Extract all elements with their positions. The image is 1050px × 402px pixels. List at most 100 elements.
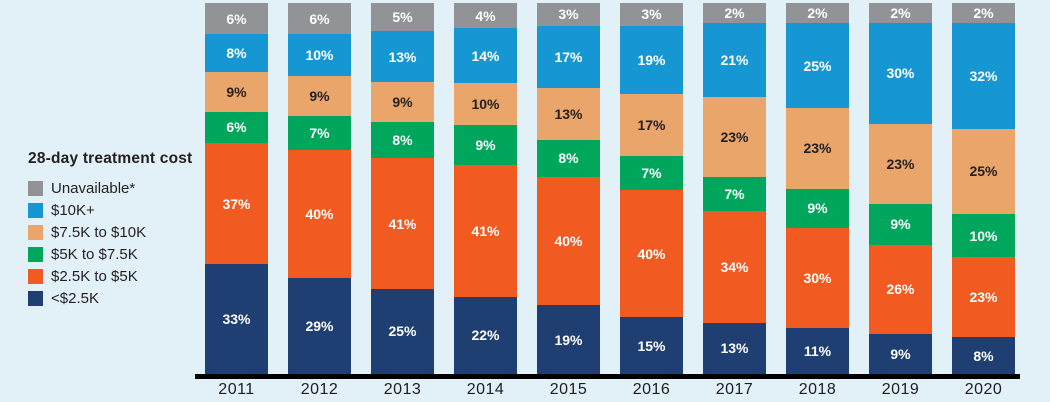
segment-value-label: 10% — [471, 96, 500, 113]
legend-item-under-2-5k: <$2.5K — [28, 287, 192, 309]
segment-5k-to-7-5k-2014: 9% — [454, 125, 517, 166]
bar-2016: 3% 19% 17% 7% 40% 15% — [620, 3, 683, 374]
segment-10k-plus-2014: 14% — [454, 28, 517, 83]
legend-label: $5K to $7.5K — [51, 245, 138, 263]
segment-value-label: 23% — [803, 140, 832, 157]
segment-5k-to-7-5k-2019: 9% — [869, 204, 932, 245]
segment-value-label: 9% — [807, 200, 828, 217]
segment-10k-plus-2016: 19% — [620, 25, 683, 94]
segment-10k-plus-2011: 8% — [205, 34, 268, 72]
segment-10k-plus-2012: 10% — [288, 34, 351, 77]
segment-value-label: 5% — [392, 9, 413, 26]
segment-value-label: 19% — [637, 51, 666, 68]
segment-10k-plus-2015: 17% — [537, 25, 600, 89]
segment-value-label: 9% — [890, 216, 911, 233]
segment-unavailable-2017: 2% — [703, 3, 766, 23]
segment-7-5k-to-10k-2018: 23% — [786, 108, 849, 189]
x-tick-label-2011: 2011 — [218, 381, 255, 398]
segment-value-label: 37% — [222, 195, 251, 212]
segment-value-label: 11% — [803, 343, 832, 360]
segment-value-label: 30% — [886, 65, 915, 82]
segment-2-5k-to-5k-2018: 30% — [786, 228, 849, 329]
segment-value-label: 7% — [641, 164, 662, 181]
segment-5k-to-7-5k-2016: 7% — [620, 155, 683, 190]
x-tick-label-2019: 2019 — [881, 381, 920, 398]
segment-7-5k-to-10k-2016: 17% — [620, 93, 683, 156]
segment-2-5k-to-5k-2012: 40% — [288, 149, 351, 278]
segment-under-2-5k-2017: 13% — [703, 322, 766, 374]
segment-10k-plus-2013: 13% — [371, 31, 434, 83]
legend-swatch-10k-plus — [28, 202, 43, 218]
segment-value-label: 9% — [309, 88, 330, 105]
segment-value-label: 2% — [890, 4, 911, 21]
bar-2014: 4% 14% 10% 9% 41% 22% — [454, 3, 517, 375]
segment-5k-to-7-5k-2012: 7% — [288, 116, 351, 150]
segment-2-5k-to-5k-2020: 23% — [952, 257, 1015, 338]
bar-2020: 2% 32% 25% 10% 23% 8% — [952, 3, 1015, 374]
bar-2015: 3% 17% 13% 8% 40% 19% — [537, 3, 600, 374]
segment-value-label: 15% — [637, 337, 666, 354]
legend-item-7-5k-to-10k: $7.5K to $10K — [28, 221, 192, 243]
bar-2012: 6% 10% 9% 7% 40% 29% — [288, 3, 351, 374]
segment-value-label: 6% — [309, 10, 330, 27]
x-tick-label-2015: 2015 — [549, 381, 588, 398]
bar-2017: 2% 21% 23% 7% 34% 13% — [703, 3, 766, 374]
legend-label: <$2.5K — [51, 289, 99, 307]
bar-2018: 2% 25% 23% 9% 30% 11% — [786, 3, 849, 374]
segment-value-label: 22% — [471, 327, 500, 344]
segment-unavailable-2020: 2% — [952, 3, 1015, 23]
segment-2-5k-to-5k-2013: 41% — [371, 158, 434, 289]
segment-under-2-5k-2019: 9% — [869, 333, 932, 374]
segment-value-label: 7% — [724, 186, 745, 203]
segment-value-label: 2% — [724, 4, 745, 21]
segment-7-5k-to-10k-2012: 9% — [288, 76, 351, 117]
segment-under-2-5k-2018: 11% — [786, 328, 849, 374]
segment-value-label: 6% — [226, 10, 247, 27]
x-tick-label-2020: 2020 — [964, 381, 1003, 398]
segment-value-label: 10% — [305, 47, 334, 64]
segment-value-label: 23% — [720, 129, 749, 145]
segment-value-label: 40% — [637, 245, 666, 262]
segment-value-label: 30% — [803, 270, 832, 287]
segment-7-5k-to-10k-2011: 9% — [205, 71, 268, 112]
segment-value-label: 8% — [226, 44, 247, 61]
segment-value-label: 3% — [641, 6, 662, 23]
segment-value-label: 34% — [720, 258, 749, 275]
segment-2-5k-to-5k-2017: 34% — [703, 211, 766, 323]
legend-label: $2.5K to $5K — [51, 267, 138, 285]
segment-under-2-5k-2015: 19% — [537, 305, 600, 374]
segment-2-5k-to-5k-2014: 41% — [454, 165, 517, 297]
segment-value-label: 8% — [973, 347, 994, 364]
segment-2-5k-to-5k-2011: 37% — [205, 143, 268, 265]
segment-value-label: 6% — [226, 119, 247, 136]
segment-2-5k-to-5k-2016: 40% — [620, 189, 683, 318]
legend-swatch-7-5k-to-10k — [28, 224, 43, 240]
segment-value-label: 40% — [305, 205, 334, 222]
segment-unavailable-2012: 6% — [288, 3, 351, 35]
segment-5k-to-7-5k-2020: 10% — [952, 214, 1015, 258]
segment-5k-to-7-5k-2011: 6% — [205, 111, 268, 144]
segment-unavailable-2011: 6% — [205, 3, 268, 35]
segment-under-2-5k-2014: 22% — [454, 296, 517, 375]
bar-2019: 2% 30% 23% 9% 26% 9% — [869, 3, 932, 374]
segment-value-label: 32% — [969, 67, 998, 84]
segment-value-label: 13% — [720, 340, 749, 357]
segment-value-label: 17% — [637, 116, 666, 133]
segment-unavailable-2015: 3% — [537, 3, 600, 26]
segment-value-label: 13% — [554, 106, 583, 123]
bar-2011: 6% 8% 9% 6% 37% 33% — [205, 3, 268, 374]
segment-10k-plus-2017: 21% — [703, 22, 766, 97]
segment-value-label: 4% — [475, 7, 496, 24]
legend-swatch-5k-to-7-5k — [28, 246, 43, 262]
segment-under-2-5k-2012: 29% — [288, 277, 351, 374]
legend-item-unavailable: Unavailable* — [28, 177, 192, 199]
segment-7-5k-to-10k-2017: 23% — [703, 97, 766, 178]
x-tick-label-2013: 2013 — [383, 381, 422, 398]
segment-value-label: 8% — [558, 150, 579, 167]
segment-value-label: 41% — [388, 215, 417, 232]
segment-value-label: 25% — [969, 163, 998, 180]
legend-swatch-under-2-5k — [28, 290, 43, 306]
legend-title: 28-day treatment cost — [28, 150, 193, 167]
segment-under-2-5k-2020: 8% — [952, 337, 1015, 374]
